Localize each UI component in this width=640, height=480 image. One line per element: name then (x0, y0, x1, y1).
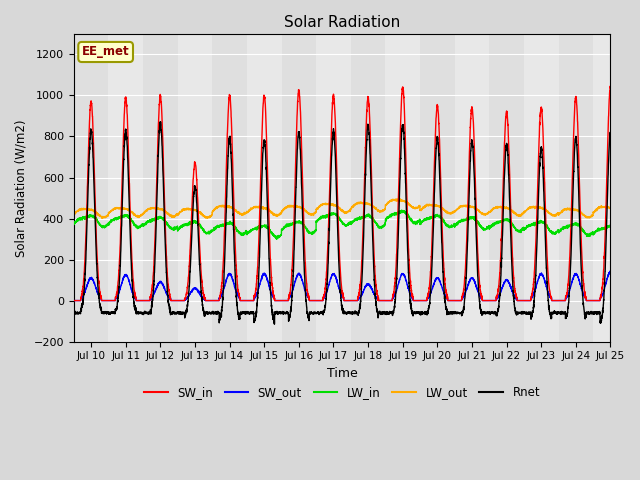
LW_in (503, 216, 511, 222)
Bar (143, 34, 178, 342)
Text: EE_met: EE_met (82, 46, 129, 59)
LW_out (371, 206, 379, 212)
LW_in (273, 237, 280, 242)
Bar (524, 34, 559, 342)
SW_in (530, 280, 538, 286)
Rnet (157, 119, 164, 125)
LW_in (398, 207, 406, 213)
SW_out (401, 274, 409, 280)
Rnet (530, 300, 538, 306)
SW_in (624, 298, 632, 303)
SW_in (606, 83, 614, 89)
LW_out (545, 210, 552, 216)
Rnet (271, 321, 278, 327)
Bar (454, 34, 489, 342)
LW_out (99, 216, 106, 221)
LW_in (530, 221, 538, 227)
LW_in (624, 232, 632, 238)
Bar (385, 34, 420, 342)
LW_out (530, 204, 538, 210)
SW_out (70, 298, 77, 303)
LW_in (401, 210, 409, 216)
SW_out (185, 293, 193, 299)
Bar (74, 34, 108, 342)
Rnet (503, 142, 511, 147)
X-axis label: Time: Time (327, 367, 358, 380)
Bar (108, 34, 143, 342)
SW_in (503, 108, 511, 114)
Bar (420, 34, 454, 342)
SW_in (185, 273, 193, 278)
Legend: SW_in, SW_out, LW_in, LW_out, Rnet: SW_in, SW_out, LW_in, LW_out, Rnet (140, 381, 545, 403)
Rnet (70, 311, 77, 316)
SW_out (624, 298, 632, 303)
Line: LW_in: LW_in (74, 210, 628, 240)
LW_in (545, 225, 552, 230)
SW_out (503, 276, 511, 282)
LW_in (185, 221, 193, 227)
LW_in (70, 221, 77, 227)
Rnet (185, 290, 193, 296)
Bar (316, 34, 351, 342)
SW_out (530, 291, 538, 297)
LW_out (185, 207, 193, 213)
Bar (559, 34, 593, 342)
SW_in (401, 123, 409, 129)
LW_in (371, 219, 379, 225)
Rnet (401, 164, 409, 170)
Bar (247, 34, 282, 342)
Bar (593, 34, 628, 342)
Line: SW_in: SW_in (74, 86, 628, 300)
Y-axis label: Solar Radiation (W/m2): Solar Radiation (W/m2) (15, 119, 28, 256)
SW_out (371, 293, 379, 299)
LW_out (401, 199, 409, 205)
SW_out (544, 289, 552, 295)
SW_in (371, 274, 379, 280)
Line: LW_out: LW_out (74, 199, 628, 218)
LW_out (624, 209, 632, 215)
Title: Solar Radiation: Solar Radiation (284, 15, 400, 30)
LW_out (396, 196, 404, 202)
Rnet (545, 298, 552, 304)
SW_in (70, 298, 77, 303)
LW_out (70, 212, 77, 218)
Bar (351, 34, 385, 342)
Line: SW_out: SW_out (74, 271, 628, 300)
Bar (212, 34, 247, 342)
Rnet (624, 310, 632, 316)
Bar (178, 34, 212, 342)
Rnet (372, 296, 380, 302)
Bar (282, 34, 316, 342)
Line: Rnet: Rnet (74, 122, 628, 324)
Bar (489, 34, 524, 342)
SW_out (607, 268, 614, 274)
SW_in (544, 270, 552, 276)
LW_out (503, 205, 511, 211)
